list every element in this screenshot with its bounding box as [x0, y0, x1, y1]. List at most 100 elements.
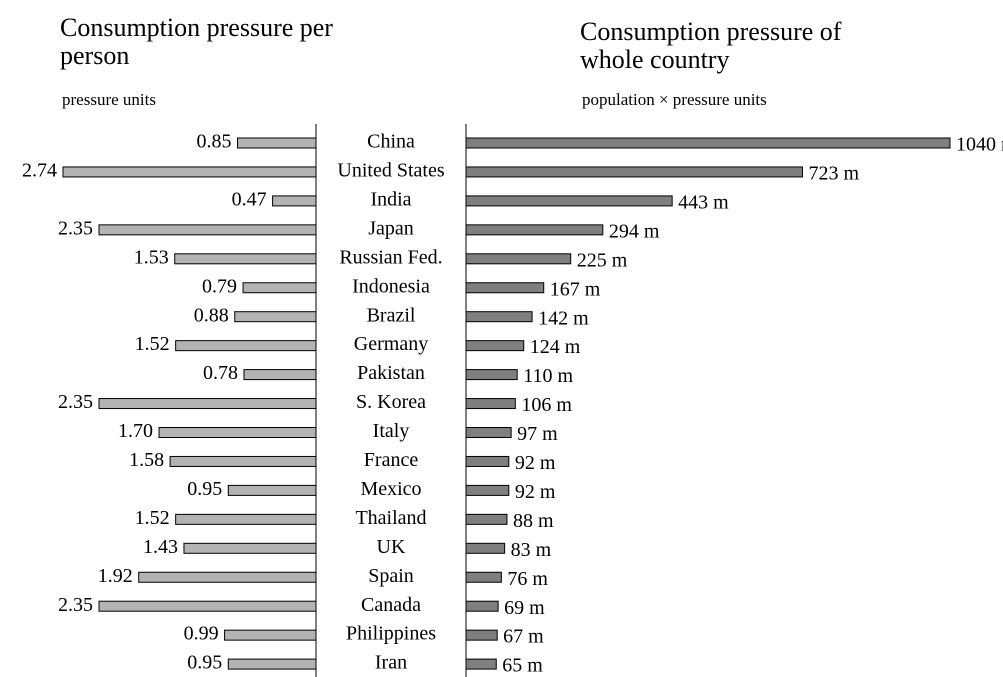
bar: [465, 629, 498, 641]
bar: [465, 340, 525, 352]
category-label: United States: [337, 160, 444, 182]
value-label: 1.52: [135, 507, 170, 529]
value-label: 0.95: [187, 478, 222, 500]
category-label: S. Korea: [356, 391, 426, 413]
value-label: 225 m: [577, 249, 628, 271]
value-label: 92 m: [515, 481, 556, 503]
bar: [465, 282, 545, 294]
value-label: 83 m: [511, 539, 552, 561]
bar: [227, 658, 317, 670]
bar: [158, 427, 317, 438]
bar: [169, 455, 317, 467]
value-label: 1.43: [143, 536, 178, 558]
bar: [465, 369, 518, 381]
category-label: Japan: [368, 217, 414, 239]
value-label: 0.79: [202, 275, 237, 297]
bar: [175, 340, 317, 352]
value-label: 2.35: [58, 391, 93, 413]
panel-unit: population × pressure units: [582, 90, 767, 109]
bar: [98, 398, 317, 410]
bar: [174, 253, 317, 265]
value-label: 723 m: [808, 163, 859, 185]
value-label: 2.35: [58, 217, 93, 239]
category-label: UK: [377, 536, 406, 558]
bar: [465, 195, 673, 207]
bar: [465, 542, 506, 554]
category-label: China: [367, 131, 415, 153]
bar: [465, 398, 516, 410]
value-label: 294 m: [609, 220, 660, 242]
value-label: 76 m: [507, 568, 548, 590]
bar: [465, 427, 512, 438]
panel-title: Consumption pressure of whole country: [580, 17, 842, 74]
value-label: 0.99: [184, 623, 219, 645]
category-label: France: [364, 449, 419, 471]
category-label: Spain: [368, 565, 414, 587]
bar: [234, 311, 317, 323]
value-label: 92 m: [515, 452, 556, 474]
category-label: Canada: [361, 594, 421, 616]
category-label: Iran: [375, 652, 407, 674]
value-label: 2.74: [22, 160, 57, 182]
bar: [465, 600, 499, 612]
bar: [98, 224, 317, 236]
bar: [98, 600, 317, 612]
bar: [243, 369, 317, 381]
category-label: Mexico: [360, 478, 421, 500]
bar: [227, 484, 317, 496]
category-label: Thailand: [355, 507, 426, 529]
category-label: Indonesia: [352, 275, 430, 297]
bar: [465, 253, 572, 265]
category-label: Italy: [373, 420, 410, 442]
bar: [183, 542, 317, 554]
value-label: 1.53: [134, 246, 169, 268]
bar: [465, 166, 803, 178]
category-label: Philippines: [346, 623, 436, 645]
bar: [465, 658, 497, 670]
value-label: 69 m: [504, 597, 545, 619]
value-label: 2.35: [58, 594, 93, 616]
category-label: Germany: [354, 333, 428, 355]
bar: [272, 195, 317, 207]
value-label: 1.58: [129, 449, 164, 471]
value-label: 443 m: [678, 191, 729, 213]
value-label: 142 m: [538, 307, 589, 329]
value-label: 67 m: [503, 626, 544, 648]
value-label: 1040 m: [956, 134, 1003, 156]
value-label: 106 m: [521, 394, 572, 416]
panel-unit: pressure units: [62, 90, 156, 109]
value-label: 0.47: [232, 188, 267, 210]
bar: [465, 311, 533, 323]
value-label: 0.85: [197, 131, 232, 153]
value-label: 1.92: [98, 565, 133, 587]
bar: [465, 137, 951, 149]
category-label: Russian Fed.: [339, 246, 442, 268]
value-label: 1.52: [135, 333, 170, 355]
panel-title: Consumption pressure per person: [60, 13, 333, 70]
value-label: 110 m: [523, 365, 573, 387]
category-label: Brazil: [367, 304, 416, 326]
bar: [138, 571, 317, 583]
value-label: 88 m: [513, 510, 554, 532]
value-label: 0.78: [203, 362, 238, 384]
bar: [237, 137, 317, 149]
category-label: Pakistan: [357, 362, 425, 384]
bar: [465, 513, 508, 525]
value-label: 124 m: [530, 336, 581, 358]
bar: [224, 629, 317, 641]
bar: [465, 484, 510, 496]
value-label: 0.95: [187, 652, 222, 674]
value-label: 97 m: [517, 423, 558, 445]
value-label: 167 m: [550, 278, 601, 300]
bar: [465, 571, 502, 583]
bar: [465, 224, 604, 236]
value-label: 65 m: [502, 655, 543, 677]
bar: [242, 282, 317, 294]
value-label: 0.88: [194, 304, 229, 326]
bar: [175, 513, 317, 525]
category-label: India: [370, 188, 411, 210]
value-label: 1.70: [118, 420, 153, 442]
bar: [465, 455, 510, 467]
